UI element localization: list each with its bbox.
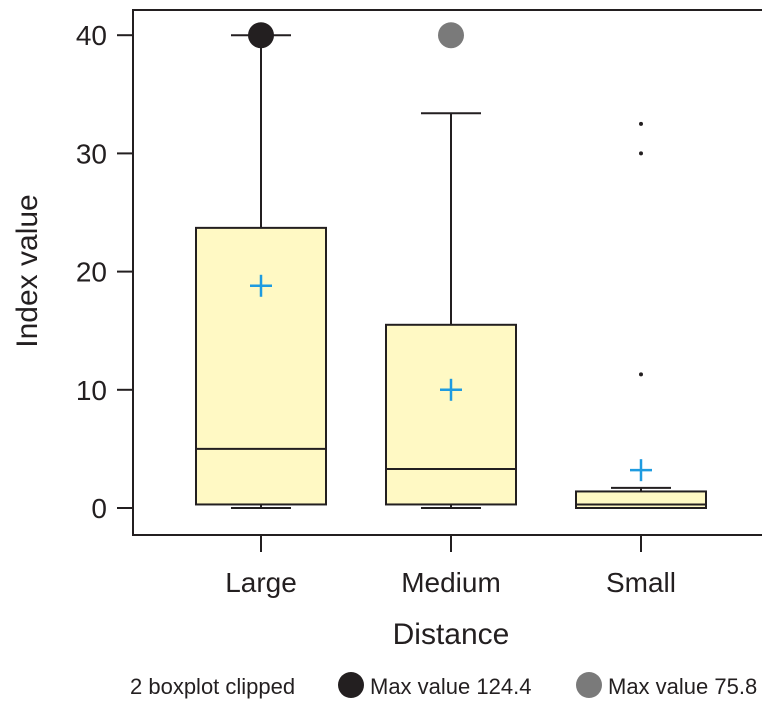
legend: 2 boxplot clipped Max value 124.4 Max va… bbox=[130, 672, 757, 699]
legend-marker-gray-dot bbox=[576, 672, 602, 698]
box bbox=[195, 226, 327, 506]
outlier-point bbox=[639, 151, 643, 156]
box bbox=[575, 490, 707, 509]
y-tick-label: 20 bbox=[76, 257, 107, 288]
outlier-point bbox=[639, 121, 643, 126]
outlier-point bbox=[639, 372, 643, 377]
y-axis-title: Index value bbox=[11, 194, 44, 347]
legend-item-label: Max value 124.4 bbox=[370, 674, 531, 699]
y-tick-label: 10 bbox=[76, 375, 107, 406]
y-axis: 0 10 20 30 40 bbox=[76, 20, 133, 524]
clipped-max-marker bbox=[438, 22, 464, 49]
boxes bbox=[195, 22, 707, 509]
box-group-medium bbox=[385, 22, 517, 509]
box-group-large bbox=[195, 22, 327, 509]
legend-marker-dark-dot bbox=[338, 672, 364, 698]
x-tick-label: Small bbox=[606, 567, 676, 598]
x-tick-label: Medium bbox=[401, 567, 501, 598]
box bbox=[385, 323, 517, 506]
x-axis: Large Medium Small bbox=[225, 535, 676, 598]
legend-note: 2 boxplot clipped bbox=[130, 674, 295, 699]
x-axis-title: Distance bbox=[393, 618, 510, 651]
clipped-max-marker bbox=[248, 22, 274, 49]
x-tick-label: Large bbox=[225, 567, 297, 598]
box-group-small bbox=[575, 121, 707, 509]
legend-item-label: Max value 75.8 bbox=[608, 674, 757, 699]
y-tick-label: 40 bbox=[76, 20, 107, 51]
y-tick-label: 30 bbox=[76, 138, 107, 169]
y-tick-label: 0 bbox=[91, 493, 107, 524]
